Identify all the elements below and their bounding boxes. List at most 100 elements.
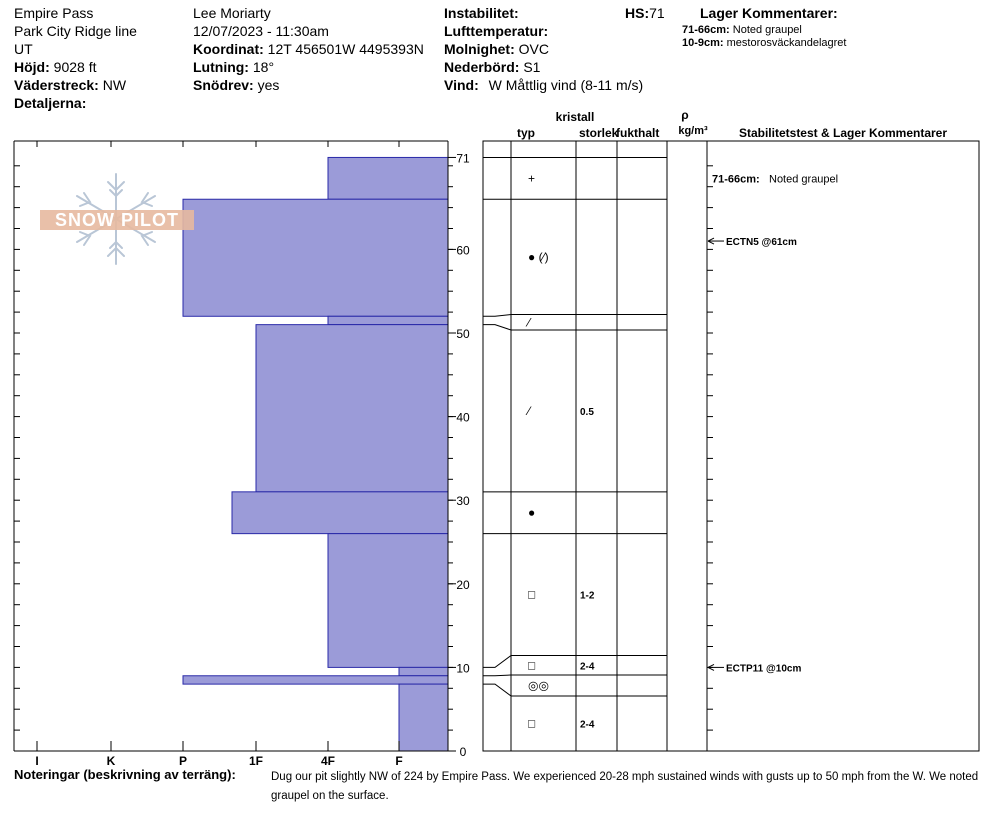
- sky-value: OVC: [518, 41, 549, 57]
- stability-arrowhead-1: [707, 663, 715, 671]
- elevation: Höjd: 9028 ft: [14, 58, 96, 76]
- hardness-bar-4: [231, 491, 449, 535]
- precip-value: S1: [523, 59, 541, 75]
- grain-symbol-3: ⁄: [525, 404, 532, 418]
- sky-cover: Molnighet: OVC: [444, 40, 549, 58]
- hardness-bar-0: [327, 156, 449, 200]
- hardness-bar-6: [398, 666, 449, 677]
- hardness-bar-5: [327, 533, 449, 668]
- col-header-size: storlek: [579, 126, 619, 140]
- grain-symbol-4: ●: [528, 506, 535, 520]
- col-header-density-unit: kg/m³: [678, 125, 708, 137]
- sublocation-name: Park City Ridge line: [14, 23, 137, 39]
- slope-label: Lutning:: [193, 59, 249, 75]
- elevation-value: 9028 ft: [53, 59, 97, 75]
- coord-label: Koordinat:: [193, 41, 264, 57]
- aspect-label: Väderstreck:: [14, 77, 99, 93]
- wind: Vind: W Måttlig vind (8-11 m/s): [444, 76, 643, 94]
- snowpilot-logo: SNOW PILOT: [38, 170, 198, 268]
- profile-table-frame: [482, 140, 980, 752]
- hardness-bar-2: [327, 315, 449, 326]
- stability-layer-comment-range: 71-66cm:: [712, 173, 760, 185]
- height-tick-label: 10: [456, 661, 470, 675]
- height-tick-label: 20: [456, 578, 470, 592]
- hardness-bar-1: [182, 198, 449, 317]
- stability-arrowhead-0: [707, 237, 715, 245]
- height-tick-label: 60: [456, 243, 470, 257]
- stability-test-label-0: ECTN5 @61cm: [726, 237, 797, 248]
- details-label: Detaljerna:: [14, 95, 87, 111]
- coord-value: 12T 456501W 4495393N: [267, 41, 424, 57]
- grain-symbol-7: ◎◎: [528, 679, 549, 693]
- stability-test-label-1: ECTP11 @10cm: [726, 663, 801, 674]
- slope-value: 18°: [252, 59, 275, 75]
- logo-text: SNOW PILOT: [55, 210, 179, 230]
- snow-height: HS:71: [625, 4, 665, 22]
- layer-comment-2-range: 10-9cm:: [682, 37, 724, 49]
- precipitation: Nederbörd: S1: [444, 58, 540, 76]
- grain-symbol-6: □: [528, 658, 535, 672]
- height-tick-label: 50: [456, 327, 470, 341]
- sky-label: Molnighet:: [444, 41, 515, 57]
- state-name: UT: [14, 41, 33, 57]
- hardness-tick-label: 4F: [321, 754, 335, 768]
- grain-symbol-5: □: [528, 588, 535, 602]
- instability-label: Instabilitet:: [444, 5, 519, 21]
- air-temp-label: Lufttemperatur:: [444, 23, 549, 39]
- hardness-tick-label: P: [179, 754, 187, 768]
- wind-value: W Måttlig vind (8-11 m/s): [488, 77, 644, 93]
- aspect: Väderstreck: NW: [14, 76, 126, 94]
- observer-name: Lee Moriarty: [193, 5, 271, 21]
- hardness-tick-label: 1F: [249, 754, 263, 768]
- layer-boundary-connector: [483, 655, 512, 668]
- drift-value: yes: [257, 77, 280, 93]
- wind-drift: Snödrev: yes: [193, 76, 279, 94]
- col-header-moisture: fukthalt: [616, 126, 659, 140]
- layer-comment-2: 10-9cm: mestorosväckandelagret: [682, 37, 846, 49]
- height-tick-label: 0: [460, 745, 467, 759]
- observation-datetime: 12/07/2023 - 11:30am: [193, 23, 329, 39]
- drift-label: Snödrev:: [193, 77, 254, 93]
- hs-label: HS:: [625, 5, 650, 21]
- notes-text: Dug our pit slightly NW of 224 by Empire…: [271, 771, 979, 802]
- snowflake-icon: SNOW PILOT: [40, 173, 194, 265]
- grain-size-8: 2-4: [580, 720, 595, 731]
- hardness-tick-label: K: [107, 754, 116, 768]
- col-header-type: typ: [517, 126, 535, 140]
- hardness-bar-3: [255, 324, 449, 493]
- grain-symbol-1: ● (⁄): [528, 250, 549, 264]
- grain-symbol-0: +: [528, 171, 535, 185]
- grain-size-3: 0.5: [580, 407, 594, 418]
- location-name: Empire Pass: [14, 5, 94, 21]
- notes-label: Noteringar (beskrivning av terräng):: [14, 767, 236, 782]
- precip-label: Nederbörd:: [444, 59, 520, 75]
- layer-comment-1-text: Noted graupel: [732, 24, 802, 36]
- layer-boundary-connector: [483, 674, 512, 677]
- hardness-bar-7: [182, 675, 449, 685]
- layer-boundary-connector: [483, 314, 512, 317]
- col-header-stability: Stabilitetstest & Lager Kommentarer: [739, 126, 947, 140]
- layer-boundary-connector: [483, 683, 512, 697]
- col-header-rho: ρ: [681, 108, 688, 122]
- grain-size-6: 2-4: [580, 661, 595, 672]
- stability-layer-comment-text: Noted graupel: [769, 173, 838, 185]
- grain-symbol-2: ⁄: [525, 315, 532, 329]
- layer-comment-2-text: mestorosväckandelagret: [726, 37, 847, 49]
- layer-boundary-connector: [483, 324, 512, 331]
- slope: Lutning: 18°: [193, 58, 274, 76]
- height-tick-label: 71: [456, 151, 470, 165]
- hardness-tick-label: F: [395, 754, 402, 768]
- height-tick-label: 30: [456, 494, 470, 508]
- wind-label: Vind:: [444, 77, 479, 93]
- aspect-value: NW: [102, 77, 127, 93]
- col-header-crystal: kristall: [556, 110, 595, 124]
- hs-value: 71: [649, 5, 665, 21]
- hardness-bar-8: [398, 683, 449, 752]
- grain-symbol-8: □: [528, 717, 535, 731]
- coordinates: Koordinat: 12T 456501W 4495393N: [193, 40, 424, 58]
- layer-comments-title: Lager Kommentarer:: [700, 5, 838, 21]
- layer-comment-1-range: 71-66cm:: [682, 24, 730, 36]
- grain-size-5: 1-2: [580, 591, 595, 602]
- height-tick-label: 40: [456, 411, 470, 425]
